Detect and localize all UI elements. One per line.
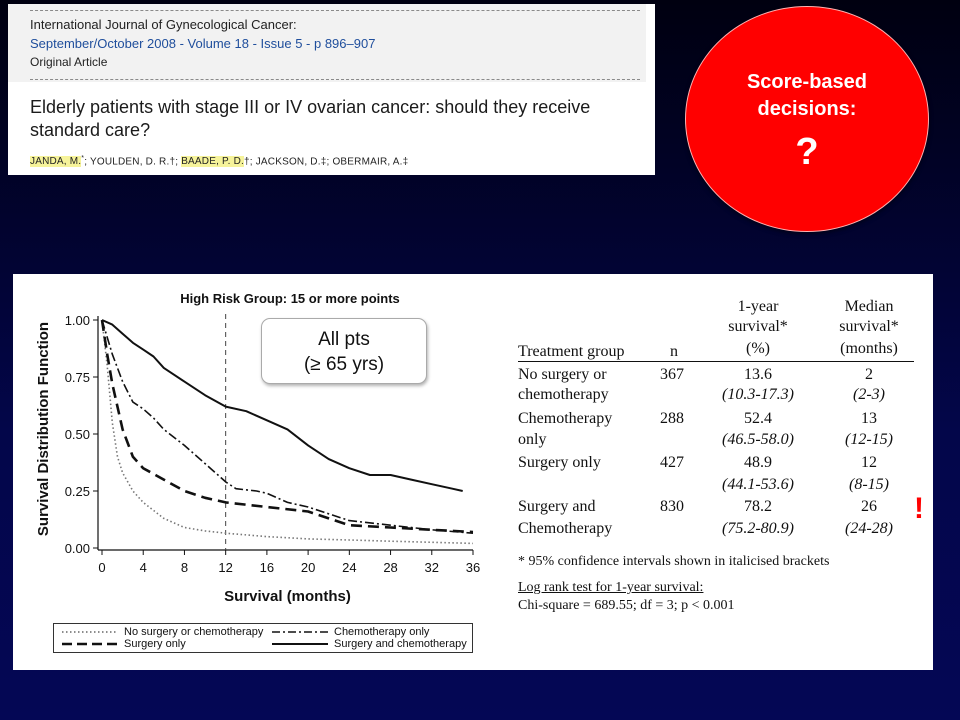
header-median: (months) — [840, 340, 898, 357]
y-tick-label: 0.00 — [65, 541, 90, 556]
row-group: chemotherapy — [518, 386, 609, 403]
callout-question-mark: ? — [795, 131, 819, 173]
x-tick-label: 24 — [342, 560, 356, 575]
row-median-ci: (12-15) — [845, 431, 893, 448]
article-type: Original Article — [30, 55, 108, 69]
series-line-surgery-and-chemotherapy — [101, 319, 463, 492]
population-annotation: All pts (≥ 65 yrs) — [261, 318, 427, 384]
figure-panel: High Risk Group: 15 or more points 0 4 8 12 1… — [13, 274, 933, 670]
table-rule — [518, 361, 914, 362]
author-name[interactable]: OBERMAIR, A. — [332, 156, 403, 168]
x-tick-label: 4 — [140, 560, 147, 575]
row-median: 13 — [861, 410, 877, 427]
row-one-year-ci: (10.3-17.3) — [722, 386, 794, 403]
legend-item: Surgery only — [62, 638, 262, 650]
logrank-result: Chi-square = 689.55; df = 3; p < 0.001 — [518, 598, 735, 613]
journal-name: International Journal of Gynecological C… — [30, 17, 297, 32]
y-tick-label: 0.25 — [65, 484, 90, 499]
row-one-year: 52.4 — [744, 410, 772, 427]
row-n: 830 — [660, 498, 684, 515]
divider — [30, 79, 640, 80]
x-tick-label: 32 — [425, 560, 439, 575]
callout-line: Score-based — [746, 71, 868, 93]
row-median-ci: (2-3) — [853, 386, 885, 403]
author-mark: ‡ — [320, 156, 327, 168]
row-group: Surgery only — [518, 454, 601, 471]
y-tick-label: 1.00 — [65, 313, 90, 328]
header-one-year: (%) — [746, 340, 770, 357]
row-one-year-ci: (75.2-80.9) — [722, 520, 794, 537]
author-mark: † — [243, 156, 250, 168]
author-mark: * — [81, 155, 85, 162]
x-tick-label: 28 — [383, 560, 397, 575]
legend-item: No surgery or chemotherapy — [62, 626, 264, 638]
row-median-ci: (8-15) — [849, 476, 889, 493]
row-one-year-ci: (46.5-58.0) — [722, 431, 794, 448]
score-callout: Score-based decisions: ? — [685, 6, 929, 232]
y-axis-label: Survival Distribution Function — [35, 322, 52, 536]
annotation-line: (≥ 65 yrs) — [303, 354, 385, 375]
author-list: JANDA, M.*; YOULDEN, D. R.†; BAADE, P. D… — [30, 155, 409, 168]
issue-info[interactable]: September/October 2008 - Volume 18 - Iss… — [30, 36, 376, 51]
row-group: Chemotherapy — [518, 520, 613, 537]
x-tick-label: 0 — [98, 560, 105, 575]
legend-label: Surgery only — [124, 638, 186, 650]
row-one-year: 13.6 — [744, 366, 772, 383]
divider — [30, 10, 640, 11]
row-group: No surgery or — [518, 366, 607, 383]
author-name[interactable]: YOULDEN, D. R. — [89, 156, 170, 168]
citation-snippet: International Journal of Gynecological C… — [8, 4, 655, 175]
table-footnote: * 95% confidence intervals shown in ital… — [518, 554, 830, 569]
citation-header-band — [8, 4, 646, 82]
row-group: only — [518, 431, 547, 448]
row-one-year: 48.9 — [744, 454, 772, 471]
header-median: Median — [844, 298, 894, 315]
author-mark: ‡ — [402, 156, 409, 168]
row-n: 367 — [660, 366, 684, 383]
km-chart: High Risk Group: 15 or more points 0 4 8 12 1… — [35, 291, 480, 605]
legend-label: Surgery and chemotherapy — [334, 638, 467, 650]
legend-label: Chemotherapy only — [334, 626, 430, 638]
author-name[interactable]: JACKSON, D. — [255, 156, 321, 168]
header-group: Treatment group — [518, 343, 625, 360]
row-group: Chemotherapy — [518, 410, 613, 427]
y-tick-label: 0.50 — [65, 427, 90, 442]
chart-title: High Risk Group: 15 or more points — [180, 291, 400, 306]
annotation-line: All pts — [318, 329, 370, 350]
x-tick-label: 20 — [301, 560, 315, 575]
row-median: 2 — [865, 366, 873, 383]
series-line-surgery-only — [100, 319, 474, 534]
legend-item: Chemotherapy only — [272, 626, 472, 638]
logrank-title: Log rank test for 1-year survival: — [518, 580, 704, 595]
row-group: Surgery and — [518, 498, 596, 515]
header-n: n — [670, 343, 678, 360]
header-one-year: 1-year — [737, 298, 779, 315]
chart-legend: No surgery or chemotherapy Chemotherapy … — [53, 623, 473, 653]
article-title: Elderly patients with stage III or IV ov… — [30, 97, 591, 140]
row-one-year: 78.2 — [744, 498, 772, 515]
series-line-chemotherapy-only — [101, 319, 474, 534]
exclamation-mark: ! — [914, 492, 924, 525]
legend-item: Surgery and chemotherapy — [272, 638, 472, 650]
legend-label: No surgery or chemotherapy — [124, 626, 264, 638]
x-tick-label: 12 — [218, 560, 232, 575]
x-tick-label: 36 — [466, 560, 480, 575]
row-median: 12 — [861, 454, 877, 471]
row-n: 427 — [660, 454, 684, 471]
x-axis-label: Survival (months) — [224, 588, 351, 605]
author-name[interactable]: JANDA, M. — [30, 156, 82, 168]
row-n: 288 — [660, 410, 684, 427]
author-mark: † — [169, 156, 176, 168]
y-tick-label: 0.75 — [65, 370, 90, 385]
x-tick-label: 16 — [260, 560, 274, 575]
callout-line: decisions: — [757, 98, 857, 120]
row-one-year-ci: (44.1-53.6) — [722, 476, 794, 493]
row-median: 26 — [861, 498, 877, 515]
header-median: survival* — [839, 318, 899, 335]
author-name[interactable]: BAADE, P. D. — [181, 156, 244, 168]
callout-text: Score-based decisions: — [686, 69, 928, 123]
header-one-year: survival* — [728, 318, 788, 335]
row-median-ci: (24-28) — [845, 520, 893, 537]
x-tick-label: 8 — [181, 560, 188, 575]
